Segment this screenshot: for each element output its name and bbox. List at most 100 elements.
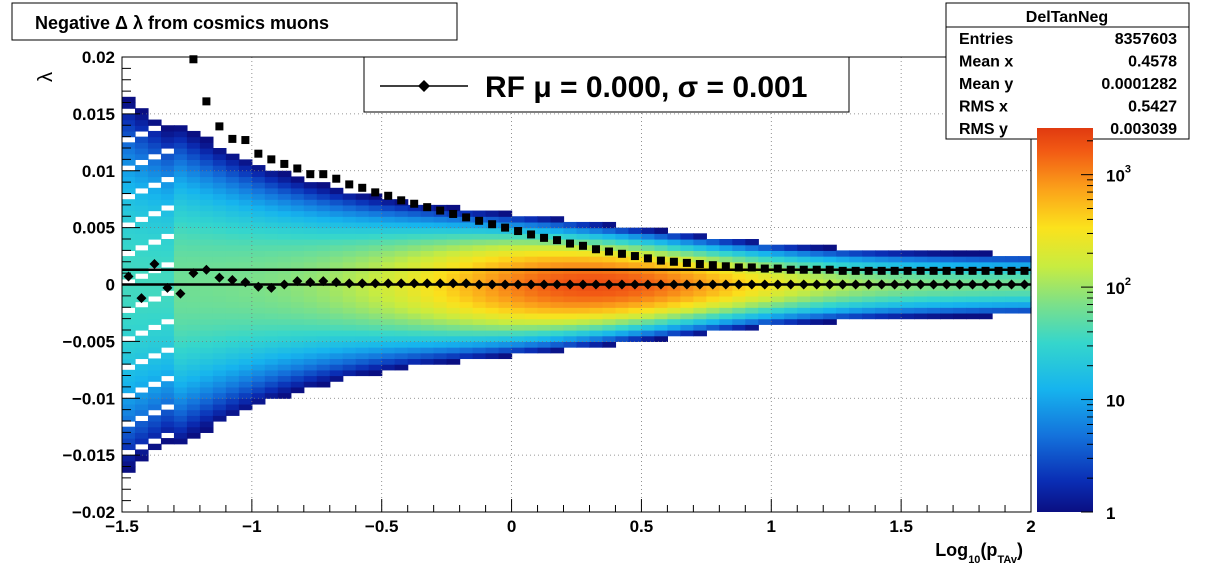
heatmap-cell (758, 295, 772, 303)
heatmap-cell (1005, 295, 1019, 303)
heatmap-cell (122, 381, 136, 388)
heatmap-cell (342, 312, 357, 320)
heatmap-cell (122, 130, 136, 138)
heatmap-cell (693, 312, 707, 320)
heatmap-cell (173, 187, 188, 195)
heatmap-cell (537, 324, 552, 331)
heatmap-cell (342, 273, 357, 280)
heatmap-cell (264, 318, 279, 325)
heatmap-cell (498, 341, 513, 348)
diamond-marker (162, 282, 173, 293)
heatmap-cell (368, 358, 383, 365)
heatmap-cell (758, 307, 772, 314)
heatmap-cell (953, 312, 967, 320)
heatmap-cell (173, 204, 188, 212)
square-marker (825, 265, 834, 274)
heatmap-cell (732, 324, 746, 331)
heatmap-cell (186, 392, 201, 399)
square-marker (436, 206, 445, 215)
heatmap-cell (368, 233, 383, 240)
heatmap-cell (199, 221, 214, 229)
heatmap-cell (199, 165, 214, 172)
heatmap-cell (446, 239, 461, 246)
heatmap-cell (186, 375, 201, 382)
heatmap-cell (355, 193, 370, 200)
heatmap-cell (122, 352, 136, 360)
heatmap-cell (303, 193, 318, 200)
heatmap-cell (459, 312, 474, 320)
heatmap-cell (264, 233, 279, 240)
heatmap-cell (134, 421, 149, 428)
heatmap-cell (472, 324, 487, 331)
heatmap-cell (706, 256, 720, 263)
heatmap-cell (134, 261, 149, 269)
heatmap-cell (797, 318, 811, 325)
heatmap-cell (186, 312, 201, 320)
heatmap-cell (914, 250, 928, 257)
heatmap-cell (329, 369, 344, 377)
heatmap-cell (836, 301, 850, 308)
heatmap-cell (186, 358, 201, 365)
heatmap-cell (433, 250, 448, 257)
heatmap-cell (173, 244, 188, 251)
heatmap-cell (654, 239, 668, 246)
diamond-marker (837, 279, 848, 290)
heatmap-cell (186, 130, 201, 138)
heatmap-cell (264, 381, 279, 388)
heatmap-cell (342, 210, 357, 217)
heatmap-cell (381, 307, 396, 314)
heatmap-cell (264, 170, 279, 178)
heatmap-cell (927, 273, 941, 280)
heatmap-cell (537, 347, 552, 354)
heatmap-cell (134, 398, 149, 405)
heatmap-cell (122, 199, 136, 206)
heatmap-cell (875, 250, 889, 257)
heatmap-cell (329, 204, 344, 212)
diamond-marker (253, 281, 264, 292)
heatmap-cell (173, 125, 188, 132)
heatmap-cell (381, 221, 396, 229)
heatmap-cell (524, 261, 539, 269)
square-marker (591, 245, 600, 254)
heatmap-cell (238, 324, 253, 331)
heatmap-cell (537, 256, 552, 263)
square-marker (202, 97, 211, 106)
heatmap-cell (238, 290, 253, 297)
x-tick-label: −1.5 (105, 517, 139, 536)
heatmap-cell (550, 335, 565, 342)
heatmap-cell (394, 221, 409, 229)
heatmap-cell (589, 273, 604, 280)
heatmap-cell (186, 318, 201, 325)
diamond-marker (889, 279, 900, 290)
heatmap-cell (316, 381, 331, 388)
heatmap-cell (641, 330, 656, 337)
heatmap-cell (225, 193, 240, 200)
heatmap-cell (199, 301, 214, 308)
heatmap-cell (199, 403, 214, 411)
heatmap-cell (433, 358, 448, 365)
heatmap-cell (290, 176, 305, 183)
heatmap-cell (160, 153, 175, 160)
heatmap-cell (264, 364, 279, 371)
heatmap-cell (199, 295, 214, 303)
x-axis: −1.5 −1 −0.5 0 0.5 1 1.5 2 (105, 499, 1036, 536)
heatmap-cell (342, 341, 357, 348)
heatmap-cell (511, 233, 526, 240)
heatmap-cell (693, 233, 707, 240)
heatmap-cell (784, 307, 798, 314)
heatmap-cell (940, 250, 954, 257)
heatmap-cell (160, 369, 175, 377)
heatmap-cell (966, 301, 980, 308)
heatmap-cell (771, 301, 785, 308)
heatmap-cell (147, 187, 162, 195)
y-tick-label: 0.005 (72, 219, 115, 238)
heatmap-cell (667, 295, 681, 303)
heatmap-cell (225, 352, 240, 360)
heatmap-cell (303, 347, 318, 354)
heatmap-cell (576, 233, 591, 240)
stats-value: 0.003039 (1110, 121, 1177, 138)
heatmap-cell (745, 318, 759, 325)
heatmap-cell (1005, 273, 1019, 280)
heatmap-cell (797, 312, 811, 320)
